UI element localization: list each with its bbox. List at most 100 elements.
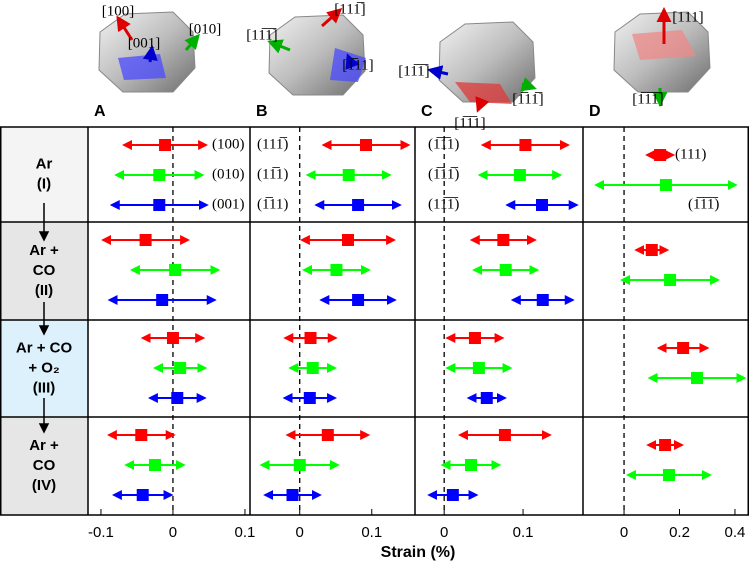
x-axis-label: Strain (%) (381, 544, 456, 561)
row-arrows (38, 203, 50, 434)
x-tick-label: 0.1 (361, 524, 382, 541)
direction-arrow (116, 15, 134, 41)
panel-letter: C (421, 103, 433, 120)
marker (519, 139, 532, 151)
x-tick-label: 0.2 (669, 524, 690, 541)
panel-frame (0, 126, 749, 516)
marker (153, 199, 166, 211)
marker (352, 294, 365, 306)
marker (153, 169, 166, 181)
marker (654, 149, 667, 161)
direction-arrow (475, 96, 490, 113)
crystal (613, 7, 711, 107)
marker (341, 234, 354, 246)
marker (465, 459, 477, 471)
row-label: (I) (37, 175, 51, 192)
row-label: CO (33, 457, 56, 474)
x-tick-label: 0.1 (235, 524, 256, 541)
row-label: Ar + (29, 437, 59, 454)
direction-arrow (345, 53, 360, 70)
row-label: CO (33, 262, 56, 279)
marker (304, 332, 317, 344)
direction-arrow (184, 33, 200, 51)
direction-label: [010] (189, 21, 222, 37)
marker (472, 362, 485, 374)
row-label: (III) (33, 379, 56, 396)
crystal-face (632, 30, 696, 60)
panel-letter: A (94, 103, 106, 120)
series-label: (111̅) (257, 136, 288, 152)
marker (468, 332, 481, 344)
x-tick-label: 0 (296, 524, 304, 541)
marker (342, 169, 355, 181)
crystal-body (98, 11, 196, 93)
row-label: + O₂ (28, 359, 59, 376)
series-label: (100) (212, 136, 245, 152)
x-tick-label: 0.4 (725, 524, 746, 541)
direction-label: [11̅1̅] (398, 63, 429, 79)
crystal (427, 21, 537, 113)
marker (171, 392, 184, 404)
direction-arrow (427, 65, 449, 80)
marker (690, 372, 703, 384)
marker (352, 199, 365, 211)
marker (535, 199, 548, 211)
x-tick-label: 0 (440, 524, 448, 541)
direction-label: [100] (102, 3, 135, 19)
marker (677, 342, 690, 354)
direction-label: [1̅1̅1̅] (632, 91, 663, 107)
crystal (98, 11, 200, 93)
series-label: (11̅1̅) (428, 196, 459, 212)
x-tick-label: 0 (620, 524, 628, 541)
marker (303, 392, 316, 404)
row-label: Ar (36, 155, 53, 172)
direction-label: [111̅] (334, 1, 365, 17)
direction-label: [11̅1̅] (246, 27, 277, 43)
marker (293, 459, 306, 471)
series-label: (111) (675, 146, 706, 162)
marker (446, 489, 459, 501)
marker (645, 244, 658, 256)
marker (306, 362, 319, 374)
marker (499, 264, 512, 276)
marker (664, 274, 677, 286)
series-label: (11̅1) (257, 166, 288, 182)
marker (330, 264, 343, 276)
marker (659, 439, 672, 451)
frame (0, 126, 749, 516)
series-label: (010) (212, 166, 245, 182)
direction-arrow (520, 77, 537, 92)
marker (169, 264, 182, 276)
crystal-face (118, 54, 166, 80)
marker (174, 362, 187, 374)
marker (156, 294, 169, 306)
row-label: Ar + CO (16, 339, 73, 356)
direction-label: [1̅11] (342, 57, 373, 73)
series-label: (1̅11) (257, 196, 288, 212)
series-label: (1̅1̅1̅) (688, 196, 719, 212)
marker (662, 469, 675, 481)
marker (166, 332, 179, 344)
direction-label: [1̅1̅1] (454, 115, 485, 131)
marker (286, 489, 299, 501)
marker (136, 489, 149, 501)
direction-label: [111] (672, 9, 703, 25)
series-label: (1̅11̅) (428, 166, 459, 182)
marker (498, 429, 511, 441)
crystal-face (455, 82, 512, 104)
x-tick-label: -0.1 (88, 524, 114, 541)
marker (159, 139, 172, 151)
direction-label: [001] (128, 35, 161, 51)
panel-letter: D (589, 103, 601, 120)
marker (497, 234, 510, 246)
marker (135, 429, 148, 441)
marker (659, 179, 672, 191)
row-label: (II) (35, 282, 53, 299)
marker (513, 169, 526, 181)
x-tick-label: 0.1 (513, 524, 534, 541)
direction-arrow (142, 45, 158, 63)
x-tick-label: 0 (169, 524, 177, 541)
marker (536, 294, 549, 306)
direction-label: [1̅11̅] (512, 91, 543, 107)
crystal (267, 8, 366, 96)
